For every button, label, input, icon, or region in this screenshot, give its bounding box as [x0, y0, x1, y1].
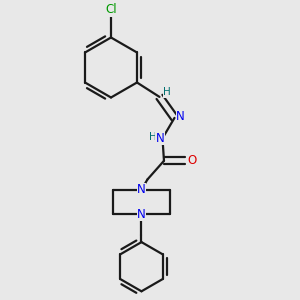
Text: H: H: [163, 87, 171, 98]
Text: H: H: [149, 132, 157, 142]
Text: Cl: Cl: [105, 3, 117, 16]
Text: O: O: [187, 154, 196, 167]
Text: N: N: [137, 183, 146, 196]
Text: N: N: [176, 110, 185, 123]
Text: N: N: [137, 208, 146, 221]
Text: N: N: [156, 132, 164, 145]
